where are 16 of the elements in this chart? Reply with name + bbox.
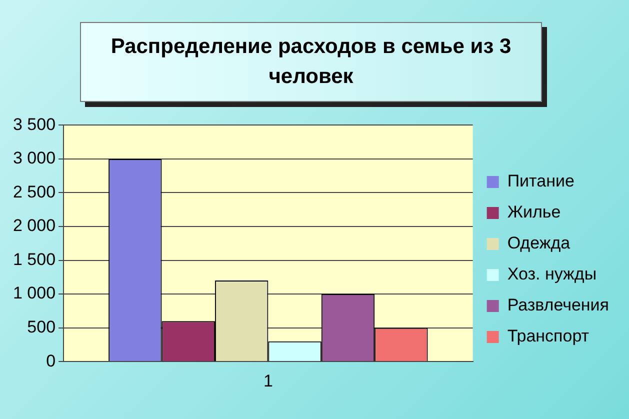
y-tick-label: 3 500 bbox=[12, 114, 56, 134]
y-tick-label: 1 000 bbox=[12, 284, 56, 303]
legend-label: Транспорт bbox=[507, 326, 590, 346]
chart-title: Распределение расходов в семье из 3 человек bbox=[80, 22, 542, 102]
y-tick-label: 500 bbox=[27, 318, 56, 337]
y-tick-label: 3 000 bbox=[12, 148, 56, 168]
x-tick-label: 1 bbox=[263, 371, 273, 390]
legend-label: Питание bbox=[507, 172, 574, 191]
legend-label: Хоз. нужды bbox=[507, 264, 597, 284]
y-tick-label: 2 000 bbox=[12, 216, 56, 236]
legend-label: Развлечения bbox=[507, 296, 610, 315]
legend-label: Одежда bbox=[507, 234, 571, 253]
y-tick-label: 1 500 bbox=[12, 250, 56, 269]
legend-label: Жилье bbox=[507, 202, 561, 222]
y-tick-label: 0 bbox=[46, 351, 56, 370]
y-tick-label: 2 500 bbox=[12, 182, 56, 202]
